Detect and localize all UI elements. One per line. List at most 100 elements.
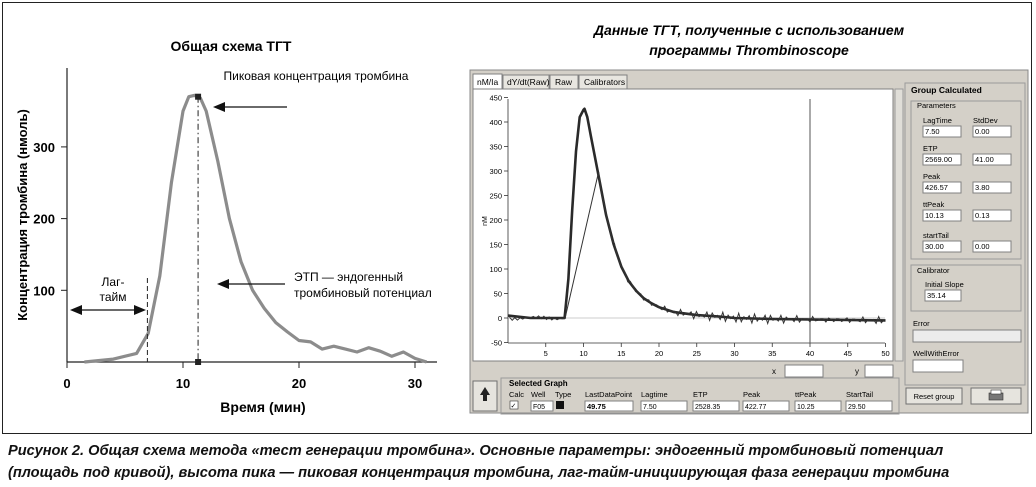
plot-x-tick-label: 40 [806, 349, 814, 358]
group-calculated-title: Group Calculated [911, 85, 982, 95]
tab-nm-ia-label: nM/Ia [477, 77, 499, 87]
thrombin-curve-noise [509, 171, 885, 326]
param-peak-value: 426.57 [925, 183, 948, 192]
y-tick-label: 100 [33, 283, 55, 298]
selected-graph-header: Well [531, 390, 546, 399]
plot-y-tick-label: 400 [489, 118, 502, 127]
cursor-x-field[interactable] [784, 364, 824, 378]
ttpeak-value: 10.25 [797, 404, 815, 411]
thrombinoscope-panel: Данные ТГТ, полученные с использованием … [469, 22, 1029, 415]
initial-slope-field[interactable] [924, 289, 962, 302]
tab-raw-label: Raw [555, 77, 573, 87]
lag-annotation-line1: Лаг- [102, 275, 125, 289]
figure-canvas: Общая схема ТГТ Пиковая концентрация тро… [15, 22, 1029, 415]
param-peak-label: Peak [923, 172, 940, 181]
plot-x-tick-label: 50 [881, 349, 889, 358]
param-ttpeak-label: ttPeak [923, 200, 945, 209]
selected-graph-header: ETP [693, 390, 708, 399]
error-field[interactable] [912, 329, 1022, 343]
plot-scrollbar[interactable] [894, 88, 904, 362]
ttpeak-field[interactable] [794, 400, 842, 412]
calc-check: ✓ [511, 403, 517, 410]
initial-slope-value: 35.14 [927, 291, 946, 300]
well-with-error-field[interactable] [912, 359, 964, 373]
selected-graph-header: ttPeak [795, 390, 817, 399]
peak-value: 422.77 [745, 404, 767, 411]
calibrator-box [910, 264, 1022, 312]
param-ttpeak-stddev-field[interactable] [972, 209, 1012, 222]
plot-x-tick-label: 25 [693, 349, 701, 358]
calc-checkbox[interactable] [509, 400, 519, 410]
printer-icon [988, 389, 1004, 401]
param-ttpeak-value: 10.13 [925, 211, 944, 220]
y-tick-label: 300 [33, 140, 55, 155]
x-tick-label: 0 [63, 376, 70, 391]
param-etp-value-field[interactable] [922, 153, 962, 166]
parameters-title: Parameters [917, 101, 956, 110]
last-data-point-value: 49.75 [587, 402, 606, 411]
plot-y-tick-label: 200 [489, 216, 502, 225]
param-ttpeak-stddev: 0.13 [975, 211, 990, 220]
plot-y-tick-label: 50 [494, 290, 502, 299]
plot-y-tick-label: 450 [489, 94, 502, 103]
last-data-point-field[interactable] [584, 400, 634, 412]
plot-x-tick-label: 35 [768, 349, 776, 358]
etp-annotation-line1: ЭТП — эндогенный [294, 270, 403, 284]
param-etp-label: ETP [923, 144, 938, 153]
param-starttail-label: startTail [923, 231, 949, 240]
plot-y-tick-label: 0 [498, 314, 502, 323]
stddev-header: StdDev [973, 116, 998, 125]
initial-slope-label: Initial Slope [925, 280, 964, 289]
plot-x-ticks: 5 10 15 20 25 30 35 40 45 50 [544, 343, 890, 358]
selected-graph-title: Selected Graph [509, 379, 568, 388]
x-tick-label: 20 [292, 376, 306, 391]
reset-group-button-label: Reset group [914, 392, 955, 401]
param-etp-stddev-field[interactable] [972, 153, 1012, 166]
peak-field[interactable] [742, 400, 790, 412]
type-swatch [556, 401, 564, 409]
param-starttail-value: 30.00 [925, 242, 944, 251]
group-calculated-box [904, 82, 1026, 386]
well-field[interactable] [530, 400, 554, 412]
ttpeak-marker [195, 359, 202, 365]
lag-annotation-line2: тайм [100, 290, 127, 304]
lag-arrowhead-right [134, 305, 146, 315]
peak-annotation: Пиковая концентрация тромбина [224, 69, 409, 83]
lagtime-value: 7.50 [643, 404, 657, 411]
param-starttail-value-field[interactable] [922, 240, 962, 253]
selected-graph-header: LastDataPoint [585, 390, 633, 399]
cursor-y-field[interactable] [864, 364, 894, 378]
etp-field[interactable] [692, 400, 740, 412]
scheme-title: Общая схема ТГТ [171, 38, 292, 54]
param-lagtime-stddev: 0.00 [975, 127, 990, 136]
x-axis-label: Время (мин) [220, 399, 305, 415]
param-peak-stddev-field[interactable] [972, 181, 1012, 194]
lagtime-field[interactable] [640, 400, 688, 412]
plot-y-ticks: -50 0 50 100 150 200 250 300 350 400 450 [489, 94, 508, 348]
param-lagtime-label: LagTime [923, 116, 952, 125]
plot-x-tick-label: 20 [655, 349, 663, 358]
param-starttail-stddev: 0.00 [975, 242, 990, 251]
param-starttail-stddev-field[interactable] [972, 240, 1012, 253]
param-lagtime-value-field[interactable] [922, 125, 962, 138]
plot-y-tick-label: 100 [489, 265, 502, 274]
param-lagtime-stddev-field[interactable] [972, 125, 1012, 138]
param-ttpeak-value-field[interactable] [922, 209, 962, 222]
calibrator-title: Calibrator [917, 266, 950, 275]
reset-group-button[interactable] [905, 387, 963, 405]
param-peak-value-field[interactable] [922, 181, 962, 194]
selected-graph-header: Peak [743, 390, 760, 399]
well-with-error-label: WellWithError [913, 349, 960, 358]
group-calculated-panel: Group Calculated Parameters StdDev LagTi… [904, 82, 1026, 405]
figure-caption: Рисунок 2. Общая схема метода «тест гене… [8, 440, 1028, 484]
selected-graph-header: Calc [509, 390, 524, 399]
param-etp-value: 2569.00 [925, 155, 952, 164]
start-tail-field[interactable] [845, 400, 893, 412]
selected-graph-box [500, 377, 900, 415]
x-tick-group: 0 10 20 30 [63, 362, 422, 391]
x-tick-label: 10 [176, 376, 190, 391]
peak-arrowhead [213, 102, 225, 112]
y-tick-group: 100 200 300 [33, 140, 67, 298]
tgt-scheme-panel: Общая схема ТГТ Пиковая концентрация тро… [15, 38, 437, 415]
selected-graph-header: Type [555, 390, 571, 399]
